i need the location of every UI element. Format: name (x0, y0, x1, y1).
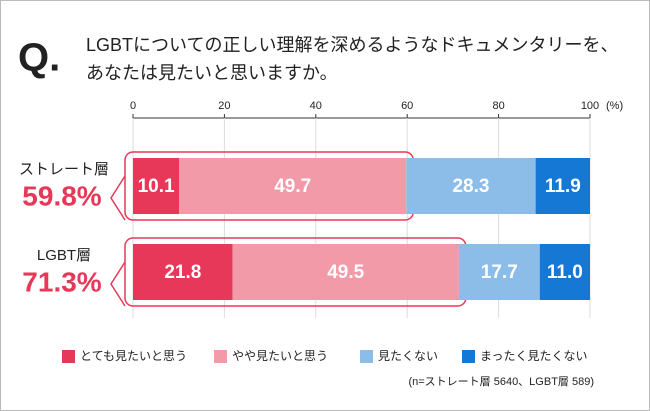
bar-segment (535, 158, 590, 214)
x-tick-label: 40 (310, 100, 322, 112)
bar-segment (179, 158, 407, 214)
value-label: 21.8 (164, 262, 201, 283)
highlight-total: 59.8% (22, 180, 101, 211)
callout-arrow (110, 175, 126, 221)
legend-swatch (360, 350, 373, 363)
bar-segment (406, 158, 536, 214)
value-label: 10.1 (138, 176, 175, 197)
callout-arrow (110, 261, 126, 307)
note: (n=ストレート層 5640、LGBT層 589) (408, 375, 594, 388)
legend-label: 見たくない (378, 349, 438, 363)
value-label: 11.9 (545, 176, 581, 197)
legend-label: とても見たいと思う (80, 349, 187, 363)
category-label: ストレート層 (19, 161, 109, 178)
value-label: 49.7 (274, 176, 311, 197)
legend-swatch (62, 350, 75, 363)
bar-segment (133, 158, 180, 214)
x-tick-label: 60 (401, 100, 413, 112)
value-label: 49.5 (327, 262, 364, 283)
legend-label: やや見たいと思う (232, 349, 328, 363)
highlight-total: 71.3% (22, 266, 101, 297)
value-label: 28.3 (452, 176, 489, 197)
title-line: あなたは見たいと思いますか。 (86, 63, 338, 83)
category-label: LGBT層 (37, 247, 91, 264)
title-line: LGBTについての正しい理解を深めるようなドキュメンタリーを、 (86, 35, 618, 55)
x-tick-label: 100 (581, 100, 599, 112)
x-unit: (%) (606, 100, 623, 112)
x-tick-label: 80 (492, 100, 504, 112)
legend-swatch (462, 350, 475, 363)
value-label: 11.0 (547, 262, 583, 283)
bar-segment (539, 244, 590, 300)
x-tick-label: 20 (218, 100, 230, 112)
q-mark: Q. (18, 36, 60, 80)
bar-segment (458, 244, 540, 300)
legend-swatch (214, 350, 227, 363)
bar-segment (133, 244, 233, 300)
bar-segment (232, 244, 459, 300)
value-label: 17.7 (481, 262, 518, 283)
x-tick-label: 0 (130, 100, 136, 112)
legend-label: まったく見たくない (480, 349, 588, 363)
